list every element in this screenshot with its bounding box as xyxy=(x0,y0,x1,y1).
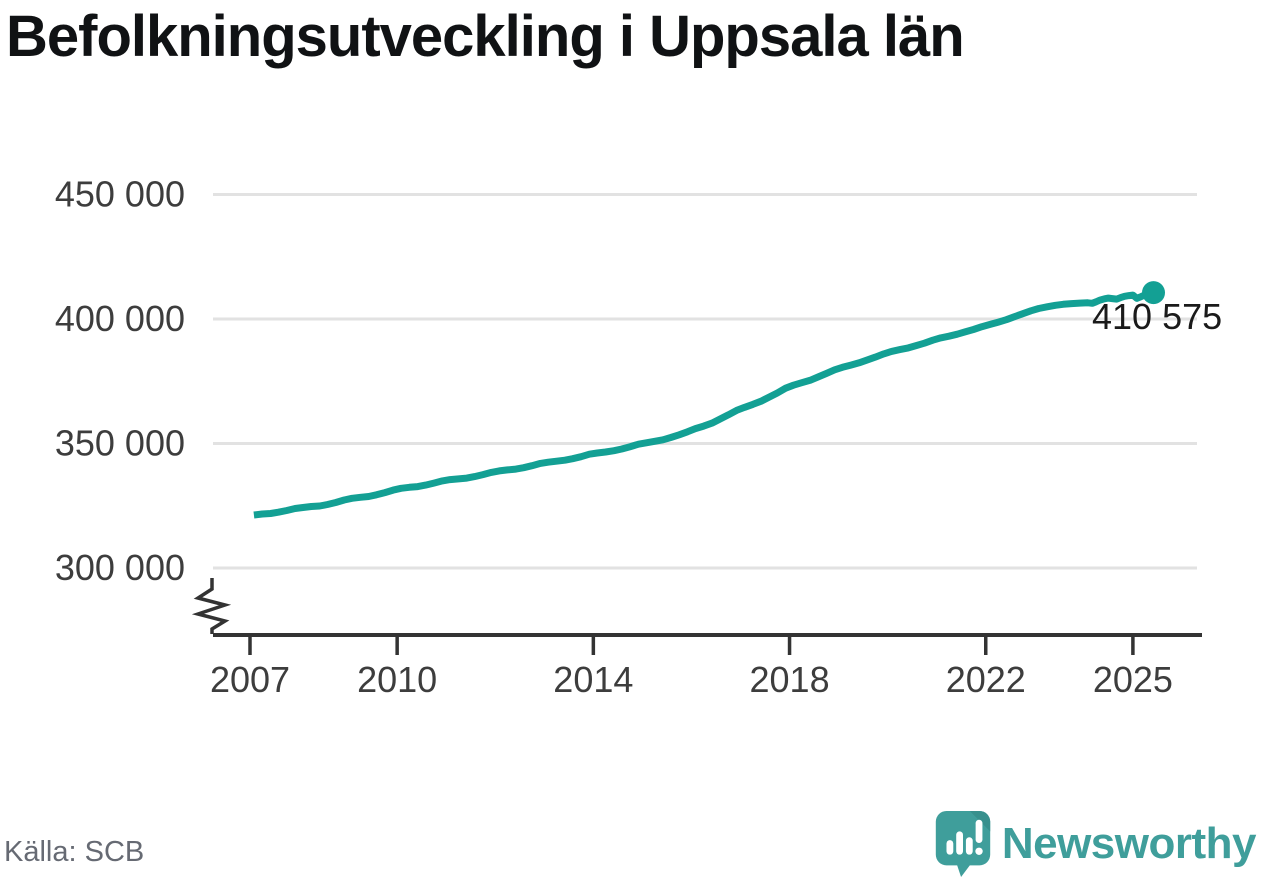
newsworthy-bubble-chart-icon xyxy=(935,810,991,878)
page-title: Befolkningsutveckling i Uppsala län xyxy=(6,4,965,69)
x-tick-label: 2022 xyxy=(946,659,1026,700)
axis-break-icon xyxy=(191,578,232,634)
y-tick-label: 350 000 xyxy=(55,423,185,464)
y-tick-label: 300 000 xyxy=(55,547,185,588)
source-note: Källa: SCB xyxy=(4,836,145,868)
x-tick-label: 2018 xyxy=(750,659,830,700)
y-tick-label: 450 000 xyxy=(55,174,185,215)
x-tick-label: 2014 xyxy=(553,659,633,700)
x-tick-label: 2025 xyxy=(1093,659,1173,700)
x-tick-label: 2010 xyxy=(357,659,437,700)
end-value-label: 410 575 xyxy=(1092,296,1223,337)
population-line xyxy=(253,289,1155,519)
newsworthy-logo: Newsworthy xyxy=(934,810,1257,878)
end-point-dot xyxy=(1142,281,1166,305)
y-tick-label: 400 000 xyxy=(55,298,185,339)
x-tick-label: 2007 xyxy=(210,659,290,700)
newsworthy-wordmark: Newsworthy xyxy=(1001,819,1257,868)
